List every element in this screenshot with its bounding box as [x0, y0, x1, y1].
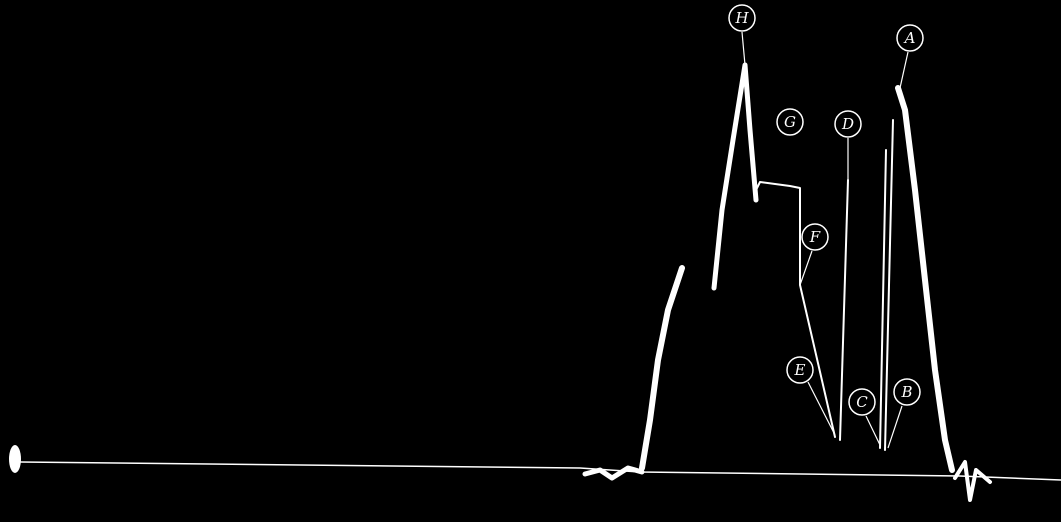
- label-f: F: [801, 223, 829, 251]
- leader-c: [865, 415, 881, 446]
- peak-a: [895, 85, 955, 473]
- label-e: E: [786, 356, 814, 384]
- label-d: D: [834, 110, 862, 138]
- step-f: [755, 181, 836, 438]
- label-ring: [786, 356, 814, 384]
- leader-b: [887, 405, 903, 449]
- label-text: B: [900, 383, 912, 401]
- label-text: C: [856, 393, 868, 411]
- leader-h: [741, 31, 746, 66]
- label-b: B: [893, 378, 921, 406]
- label-ring: [776, 108, 804, 136]
- label-ring: [834, 110, 862, 138]
- label-h: H: [728, 4, 756, 32]
- label-ring: [801, 223, 829, 251]
- label-text: G: [784, 113, 796, 131]
- label-text: A: [903, 29, 916, 47]
- blob: [9, 445, 21, 473]
- label-text: E: [794, 361, 806, 379]
- label-text: F: [809, 228, 821, 246]
- trace: [9, 62, 1061, 502]
- peak-h: [711, 62, 759, 291]
- label-text: D: [841, 115, 854, 133]
- label-text: H: [734, 9, 749, 27]
- leader-f: [799, 250, 813, 286]
- tail-noise: [953, 460, 992, 502]
- leaders: [741, 31, 909, 449]
- label-c: C: [848, 388, 876, 416]
- rise-1: [639, 265, 685, 471]
- noise: [582, 465, 645, 481]
- label-ring: [728, 4, 756, 32]
- leader-a: [899, 51, 909, 89]
- label-ring: [848, 388, 876, 416]
- label-g: G: [776, 108, 804, 136]
- label-ring: [893, 378, 921, 406]
- label-ring: [896, 24, 924, 52]
- leader-e: [807, 381, 836, 436]
- label-a: A: [896, 24, 924, 52]
- line-c: [879, 119, 894, 451]
- line-d: [839, 179, 849, 441]
